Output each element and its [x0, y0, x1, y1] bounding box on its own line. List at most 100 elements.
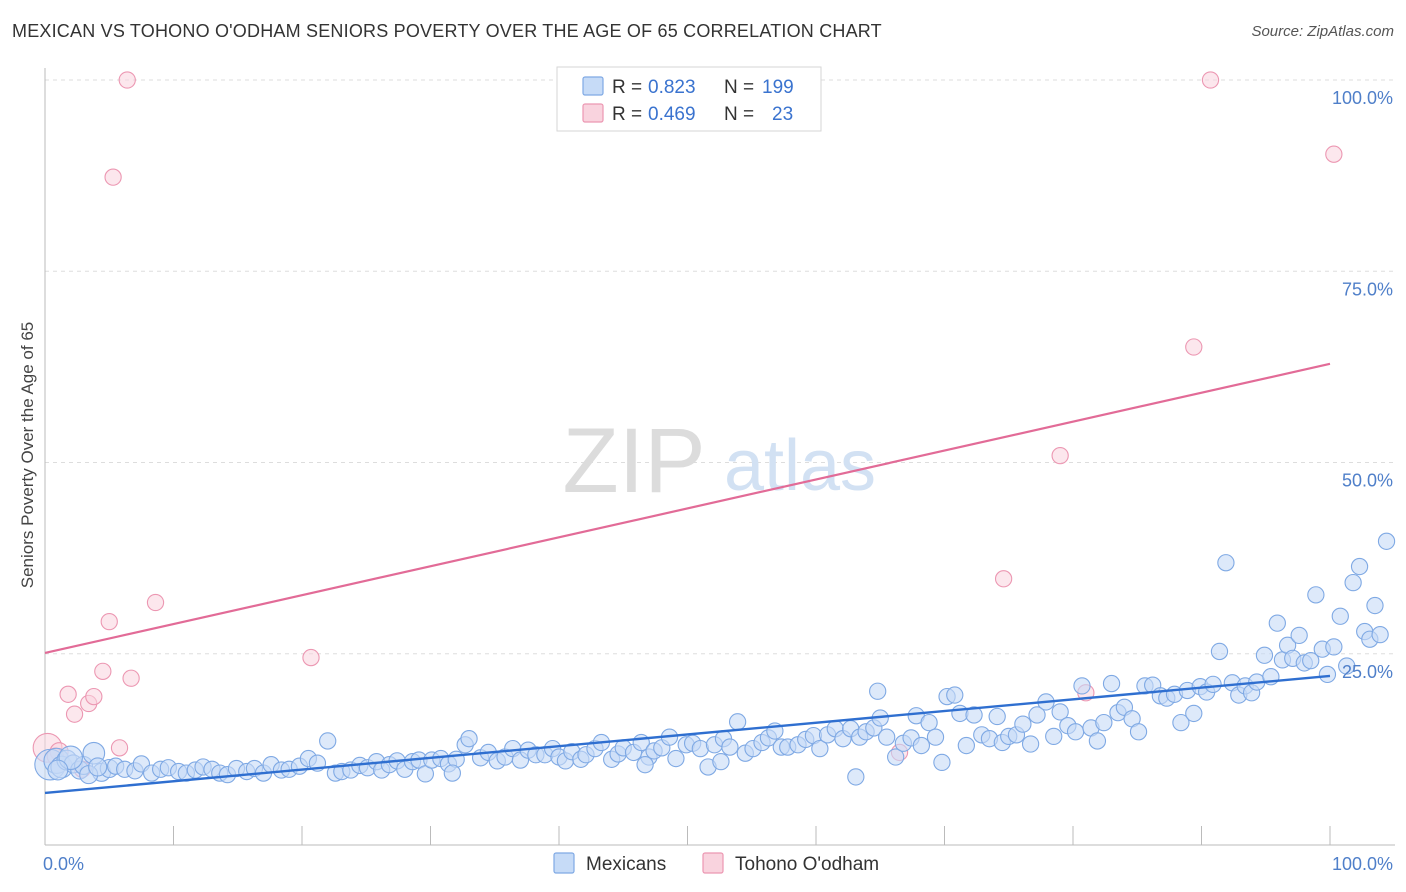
mexicans-point: [988, 707, 1006, 726]
trend-lines: [44, 362, 1331, 795]
watermark-zip: ZIP: [562, 410, 705, 512]
legend-n-value-mexicans: 199: [762, 77, 794, 98]
tohono-point: [1201, 71, 1220, 89]
legend-r-value-tohono: 0.469: [648, 104, 696, 125]
tohono-point: [994, 570, 1013, 588]
mexicans-point: [460, 730, 478, 748]
tohono-point: [100, 612, 118, 631]
mexicans-point: [912, 736, 931, 755]
mexicans-point: [811, 739, 829, 758]
y-tick-label-75: 75.0%: [1342, 279, 1393, 299]
mexicans-point: [728, 713, 747, 731]
mexicans-point: [1290, 626, 1308, 645]
mexicans-point: [1210, 642, 1229, 661]
mexicans-point: [721, 738, 739, 756]
mexicans-point: [1021, 735, 1040, 753]
chart-source: Source: ZipAtlas.com: [1251, 23, 1394, 40]
mexicans-point: [1371, 625, 1389, 644]
mexicans-point: [1307, 586, 1325, 604]
mexicans-point: [88, 757, 108, 777]
mexicans-point: [1051, 703, 1069, 721]
tohono-point: [110, 739, 129, 757]
mexicans-point: [1366, 596, 1384, 615]
series-mexicans-points: [34, 532, 1396, 786]
stats-legend: R = 0.823 N = 199 R = 0.469 N = 23: [556, 66, 822, 132]
watermark-atlas: atlas: [724, 426, 876, 506]
mexicans-point: [1129, 723, 1148, 741]
mexicans-point: [847, 768, 865, 786]
mexicans-point: [878, 728, 896, 746]
mexicans-point: [1014, 715, 1032, 733]
tohono-point: [146, 593, 165, 612]
grid-lines: [45, 79, 1395, 655]
y-tick-label-100: 100.0%: [1332, 88, 1393, 108]
mexicans-point: [1088, 732, 1107, 750]
legend-swatch-mexicans: [582, 76, 604, 96]
mexicans-point: [712, 752, 730, 771]
mexicans-point: [946, 686, 964, 704]
tohono-point: [302, 648, 320, 667]
mexicans-point: [1217, 554, 1235, 572]
mexicans-point: [957, 736, 975, 755]
legend-swatch-bottom-tohono: [702, 852, 724, 874]
legend-swatch-bottom-mexicans: [553, 852, 575, 874]
mexicans-point: [869, 682, 887, 700]
tohono-point: [65, 705, 84, 723]
tohono-point: [1325, 145, 1343, 163]
mexicans-point: [1066, 723, 1085, 741]
legend-n-label-mexicans: N =: [724, 77, 754, 98]
axes: [44, 68, 1395, 846]
legend-n-label-tohono: N =: [724, 104, 754, 125]
mexicans-point: [926, 728, 945, 746]
mexicans-point: [1350, 557, 1369, 576]
mexicans-point: [1073, 677, 1091, 695]
y-tick-label-50: 50.0%: [1342, 471, 1393, 491]
mexicans-point: [1377, 532, 1396, 550]
series-tohono-points: [32, 71, 1343, 778]
legend-label-tohono: Tohono O'odham: [735, 854, 879, 875]
legend-r-value-mexicans: 0.823: [648, 77, 696, 98]
mexicans-point: [887, 748, 905, 766]
mexicans-point: [1172, 713, 1190, 732]
mexicans-point: [1344, 573, 1362, 592]
tohono-point: [1051, 446, 1069, 465]
mexicans-point: [1325, 638, 1343, 656]
mexicans-point: [933, 753, 951, 772]
tohono-point: [1185, 338, 1203, 356]
x-tick-label-max: 100.0%: [1332, 854, 1393, 874]
mexicans-point: [1331, 607, 1349, 625]
mexicans-point: [1045, 727, 1063, 746]
x-tick-label-min: 0.0%: [43, 854, 84, 874]
y-tick-label-25: 25.0%: [1342, 662, 1393, 682]
tohono-point: [94, 662, 112, 680]
y-tick-labels: 25.0% 50.0% 75.0% 100.0%: [1332, 88, 1393, 682]
mexicans-point: [1318, 665, 1337, 684]
trend-line-mexicans: [44, 674, 1331, 795]
mexicans-point: [1185, 704, 1203, 723]
legend-r-label-tohono: R =: [612, 104, 642, 125]
mexicans-point: [1255, 646, 1274, 664]
mexicans-point: [1095, 713, 1113, 732]
mexicans-point: [691, 739, 710, 758]
x-tick-labels: 0.0% 100.0%: [43, 854, 1393, 874]
legend-n-value-tohono: 23: [772, 104, 793, 125]
mexicans-point: [1338, 657, 1356, 675]
tohono-point: [85, 687, 103, 706]
mexicans-point: [1302, 651, 1320, 670]
tohono-point: [122, 669, 140, 687]
legend-swatch-tohono: [582, 103, 604, 123]
mexicans-point: [1268, 614, 1286, 632]
mexicans-point: [1102, 674, 1121, 693]
mexicans-point: [1204, 675, 1222, 694]
mexicans-point: [319, 732, 337, 750]
mexicans-point: [47, 759, 69, 781]
tohono-point: [59, 685, 77, 703]
trend-line-tohono: [44, 362, 1331, 655]
mexicans-point: [667, 749, 685, 768]
legend-label-mexicans: Mexicans: [586, 854, 666, 875]
tohono-point: [104, 168, 122, 186]
mexicans-point: [1028, 706, 1046, 724]
mexicans-point: [920, 713, 938, 732]
